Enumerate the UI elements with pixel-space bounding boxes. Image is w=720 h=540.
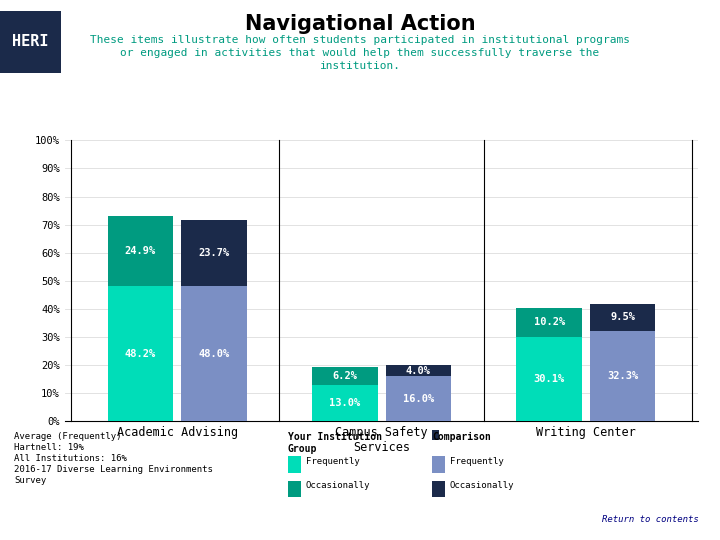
Text: 30.1%: 30.1% bbox=[534, 374, 564, 384]
Text: Frequently: Frequently bbox=[306, 457, 360, 466]
Text: 48.0%: 48.0% bbox=[199, 349, 230, 359]
Bar bbox=[590, 304, 655, 330]
Text: HERI: HERI bbox=[12, 35, 49, 49]
Text: 24.9%: 24.9% bbox=[125, 246, 156, 256]
Text: Frequently: Frequently bbox=[450, 457, 504, 466]
Text: 4.0%: 4.0% bbox=[406, 366, 431, 376]
Text: 13.0%: 13.0% bbox=[329, 398, 361, 408]
Text: 32.3%: 32.3% bbox=[607, 371, 639, 381]
Bar bbox=[516, 336, 582, 421]
Bar bbox=[590, 330, 655, 421]
Bar bbox=[312, 384, 377, 421]
Text: These items illustrate how often students participated in institutional programs: These items illustrate how often student… bbox=[90, 35, 630, 71]
Bar bbox=[181, 286, 247, 421]
Text: Average (Frequently)
Hartnell: 19%
All Institutions: 16%
2016-17 Diverse Learnin: Average (Frequently) Hartnell: 19% All I… bbox=[14, 432, 213, 485]
Bar bbox=[108, 216, 173, 286]
Text: 16.0%: 16.0% bbox=[402, 394, 434, 404]
Text: 6.2%: 6.2% bbox=[333, 371, 357, 381]
Bar bbox=[516, 308, 582, 336]
Bar bbox=[181, 220, 247, 286]
Text: 23.7%: 23.7% bbox=[199, 248, 230, 258]
Text: Occasionally: Occasionally bbox=[450, 482, 515, 490]
Text: Your Institution
Group: Your Institution Group bbox=[288, 432, 382, 454]
Text: 10.2%: 10.2% bbox=[534, 318, 564, 327]
Text: Comparison: Comparison bbox=[432, 432, 491, 442]
Text: 48.2%: 48.2% bbox=[125, 348, 156, 359]
Text: Occasionally: Occasionally bbox=[306, 482, 371, 490]
Bar bbox=[312, 367, 377, 384]
Text: 9.5%: 9.5% bbox=[611, 312, 635, 322]
Bar bbox=[386, 376, 451, 421]
Text: Return to contents: Return to contents bbox=[602, 515, 698, 524]
Text: Navigational Action: Navigational Action bbox=[245, 14, 475, 33]
Bar bbox=[386, 365, 451, 376]
Bar bbox=[108, 286, 173, 421]
